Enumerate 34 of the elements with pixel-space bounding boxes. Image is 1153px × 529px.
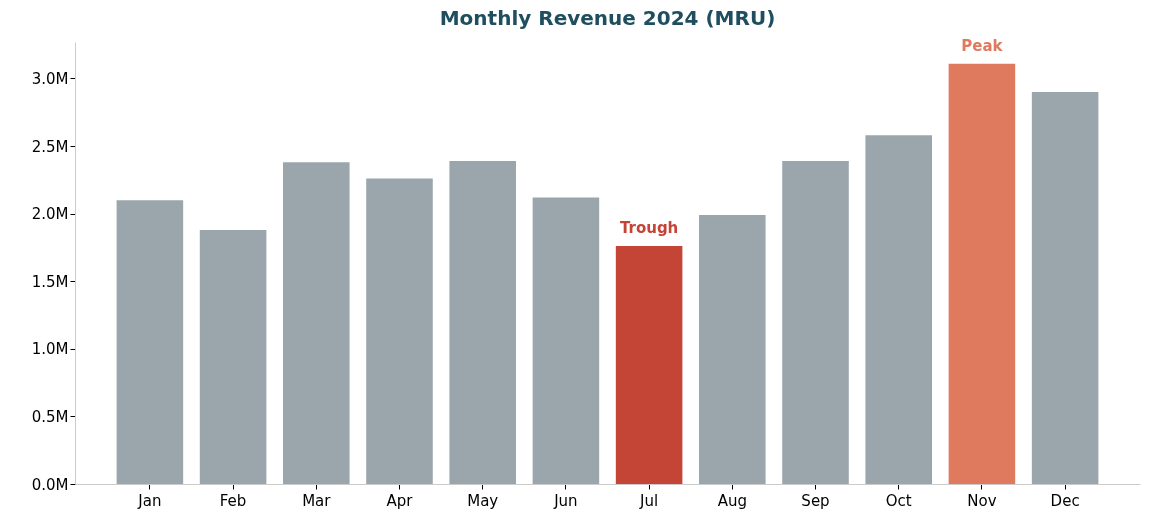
x-tick-label: Sep <box>801 491 830 510</box>
y-tick-label: 1.0M <box>31 340 69 359</box>
x-tick-label: Jun <box>553 491 578 510</box>
annotation: Trough <box>619 219 679 238</box>
x-tick-label: Oct <box>885 491 912 510</box>
annotation: Peak <box>961 36 1004 55</box>
y-tick-label: 2.0M <box>31 205 69 224</box>
bar <box>366 178 433 484</box>
bar <box>1031 92 1099 484</box>
x-tick-label: Jul <box>639 491 659 510</box>
bar <box>116 200 184 484</box>
x-tick-label: Aug <box>717 491 747 510</box>
x-tick-label: Apr <box>386 491 414 510</box>
bar <box>532 197 600 484</box>
bar <box>699 215 766 484</box>
y-tick-label: 1.5M <box>31 272 69 291</box>
bar <box>948 63 1016 484</box>
bar <box>615 246 683 484</box>
bar <box>865 135 932 484</box>
x-tick-label: Nov <box>967 491 997 510</box>
x-tick-label: Feb <box>219 491 247 510</box>
chart-title: Monthly Revenue 2024 (MRU) <box>439 5 776 30</box>
bar <box>283 162 350 484</box>
y-tick-label: 0.0M <box>31 475 69 494</box>
y-tick-label: 0.5M <box>31 407 69 426</box>
bar <box>449 160 516 484</box>
x-tick-label: Mar <box>302 491 332 510</box>
y-tick-label: 3.0M <box>31 70 69 88</box>
y-tick-label: 2.5M <box>31 137 69 156</box>
x-tick-label: Dec <box>1050 491 1080 510</box>
x-tick-label: May <box>467 491 499 510</box>
bar <box>782 160 849 484</box>
x-tick-label: Jan <box>137 491 162 510</box>
bar <box>199 229 267 484</box>
